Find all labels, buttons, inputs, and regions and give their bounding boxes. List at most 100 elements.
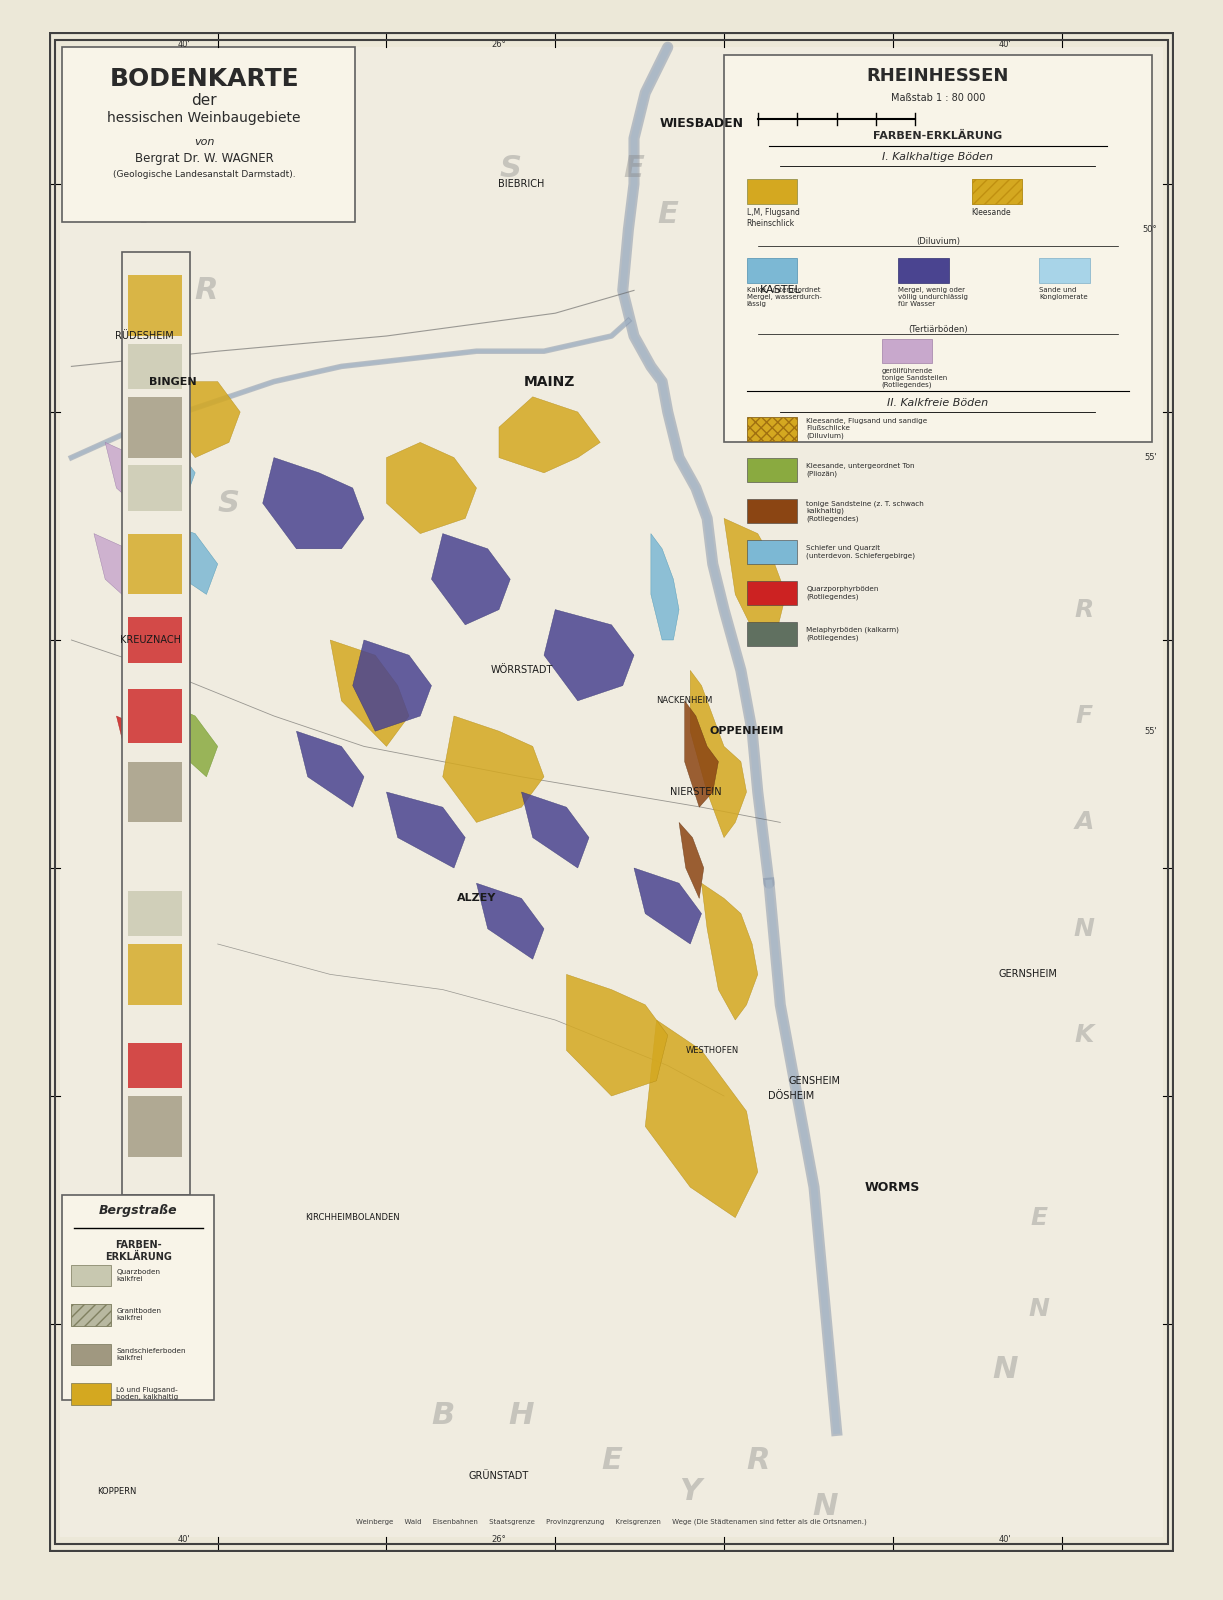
- Text: KASTEL: KASTEL: [759, 285, 801, 296]
- Bar: [62, 46, 355, 222]
- Polygon shape: [685, 701, 718, 806]
- Polygon shape: [477, 883, 544, 958]
- Bar: [127, 1096, 182, 1157]
- Text: II. Kalkfreie Böden: II. Kalkfreie Böden: [887, 398, 988, 408]
- Bar: [122, 253, 190, 1195]
- Bar: [127, 275, 182, 336]
- Polygon shape: [646, 1021, 758, 1218]
- Text: S: S: [218, 488, 240, 518]
- Text: 55': 55': [1145, 726, 1157, 736]
- Text: KIRCHHEIMBOLANDEN: KIRCHHEIMBOLANDEN: [306, 1213, 400, 1222]
- Bar: [746, 539, 797, 565]
- Text: OPPENHEIM: OPPENHEIM: [709, 726, 784, 736]
- Bar: [746, 581, 797, 605]
- Text: Kleesande: Kleesande: [971, 208, 1011, 218]
- Text: MAINZ: MAINZ: [523, 374, 575, 389]
- Polygon shape: [386, 792, 465, 867]
- Polygon shape: [690, 670, 746, 838]
- Polygon shape: [702, 883, 758, 1021]
- Text: NACKENHEIM: NACKENHEIM: [657, 696, 713, 706]
- Text: der: der: [191, 93, 216, 107]
- Text: N: N: [1074, 917, 1095, 941]
- Bar: [127, 344, 182, 389]
- Text: 26°: 26°: [492, 1536, 506, 1544]
- Text: Melaphyrböden (kalkarm)
(Rotliegendes): Melaphyrböden (kalkarm) (Rotliegendes): [806, 627, 899, 642]
- Text: Granitboden
kalkfrei: Granitboden kalkfrei: [116, 1309, 161, 1322]
- Bar: [746, 179, 797, 203]
- Text: N: N: [812, 1491, 838, 1522]
- Bar: [127, 690, 182, 742]
- Polygon shape: [296, 731, 364, 806]
- Text: WIESBADEN: WIESBADEN: [659, 117, 744, 130]
- Bar: [746, 416, 797, 442]
- Bar: [1040, 259, 1090, 283]
- Polygon shape: [263, 458, 364, 549]
- Text: (Geologische Landesanstalt Darmstadt).: (Geologische Landesanstalt Darmstadt).: [113, 170, 296, 179]
- Bar: [71, 1384, 111, 1405]
- Text: ALZEY: ALZEY: [457, 893, 497, 904]
- Polygon shape: [566, 974, 668, 1096]
- Text: N: N: [993, 1355, 1018, 1384]
- Bar: [127, 944, 182, 1005]
- Text: 40': 40': [999, 40, 1011, 48]
- Text: FARBEN-ERKLÄRUNG: FARBEN-ERKLÄRUNG: [873, 131, 1003, 141]
- Text: GENSHEIM: GENSHEIM: [788, 1075, 840, 1086]
- Text: Maßstab 1 : 80 000: Maßstab 1 : 80 000: [890, 93, 985, 102]
- Text: K: K: [1074, 1024, 1093, 1046]
- Bar: [971, 179, 1022, 203]
- Bar: [127, 466, 182, 510]
- Text: 50°: 50°: [1142, 226, 1157, 234]
- Text: DÖSHEIM: DÖSHEIM: [768, 1091, 815, 1101]
- Text: E: E: [600, 1446, 623, 1475]
- Text: von: von: [194, 138, 214, 147]
- Polygon shape: [172, 381, 240, 458]
- Text: P: P: [139, 200, 161, 229]
- Text: 55': 55': [1145, 453, 1157, 462]
- Text: GERNSHEIM: GERNSHEIM: [998, 970, 1057, 979]
- Bar: [71, 1304, 111, 1325]
- Text: FARBEN-
ERKLÄRUNG: FARBEN- ERKLÄRUNG: [105, 1240, 171, 1262]
- Bar: [899, 259, 949, 283]
- Polygon shape: [352, 640, 432, 731]
- Text: 40': 40': [177, 40, 191, 48]
- Polygon shape: [432, 533, 510, 626]
- Text: U: U: [149, 413, 174, 442]
- Text: E: E: [1031, 1206, 1048, 1229]
- Polygon shape: [651, 533, 679, 640]
- Text: R: R: [194, 275, 218, 306]
- Polygon shape: [161, 701, 218, 776]
- Text: WÖRRSTADT: WÖRRSTADT: [490, 666, 553, 675]
- Text: Quarzboden
kalkfrei: Quarzboden kalkfrei: [116, 1269, 160, 1282]
- Bar: [746, 259, 797, 283]
- Text: R: R: [746, 1446, 769, 1475]
- Text: R: R: [1075, 598, 1093, 621]
- Text: hessischen Weinbaugebiete: hessischen Weinbaugebiete: [108, 110, 301, 125]
- Polygon shape: [679, 822, 703, 899]
- Polygon shape: [127, 640, 183, 715]
- Bar: [127, 533, 182, 594]
- Polygon shape: [499, 397, 600, 474]
- Text: 40': 40': [177, 1536, 191, 1544]
- Text: geröllführende
tonige Sandsteilen
(Rotliegendes): geröllführende tonige Sandsteilen (Rotli…: [882, 368, 947, 389]
- Text: Sande und
Konglomerate: Sande und Konglomerate: [1040, 288, 1087, 301]
- Polygon shape: [724, 518, 786, 640]
- Text: Schiefer und Quarzit
(unterdevon. Schiefergebirge): Schiefer und Quarzit (unterdevon. Schief…: [806, 546, 915, 558]
- Text: RHEINHESSEN: RHEINHESSEN: [867, 67, 1009, 85]
- Polygon shape: [634, 867, 702, 944]
- Bar: [127, 1043, 182, 1088]
- Text: Bergstraße: Bergstraße: [99, 1203, 177, 1218]
- Text: BIEBRICH: BIEBRICH: [498, 179, 544, 189]
- Text: KOPPERN: KOPPERN: [97, 1486, 136, 1496]
- Text: Bergrat Dr. W. WAGNER: Bergrat Dr. W. WAGNER: [135, 152, 274, 165]
- Text: F: F: [1075, 704, 1092, 728]
- Text: tonige Sandsteine (z. T. schwach
kalkhaltig)
(Rotliegendes): tonige Sandsteine (z. T. schwach kalkhal…: [806, 501, 923, 522]
- Polygon shape: [150, 518, 218, 594]
- Polygon shape: [94, 533, 150, 610]
- Text: (Diluvium): (Diluvium): [916, 237, 960, 246]
- Text: I. Kalkhaltige Böden: I. Kalkhaltige Böden: [882, 152, 993, 162]
- Text: (Tertiärböden): (Tertiärböden): [907, 325, 967, 334]
- Bar: [71, 1304, 111, 1325]
- Polygon shape: [105, 443, 161, 518]
- Bar: [71, 1264, 111, 1286]
- Bar: [882, 339, 932, 363]
